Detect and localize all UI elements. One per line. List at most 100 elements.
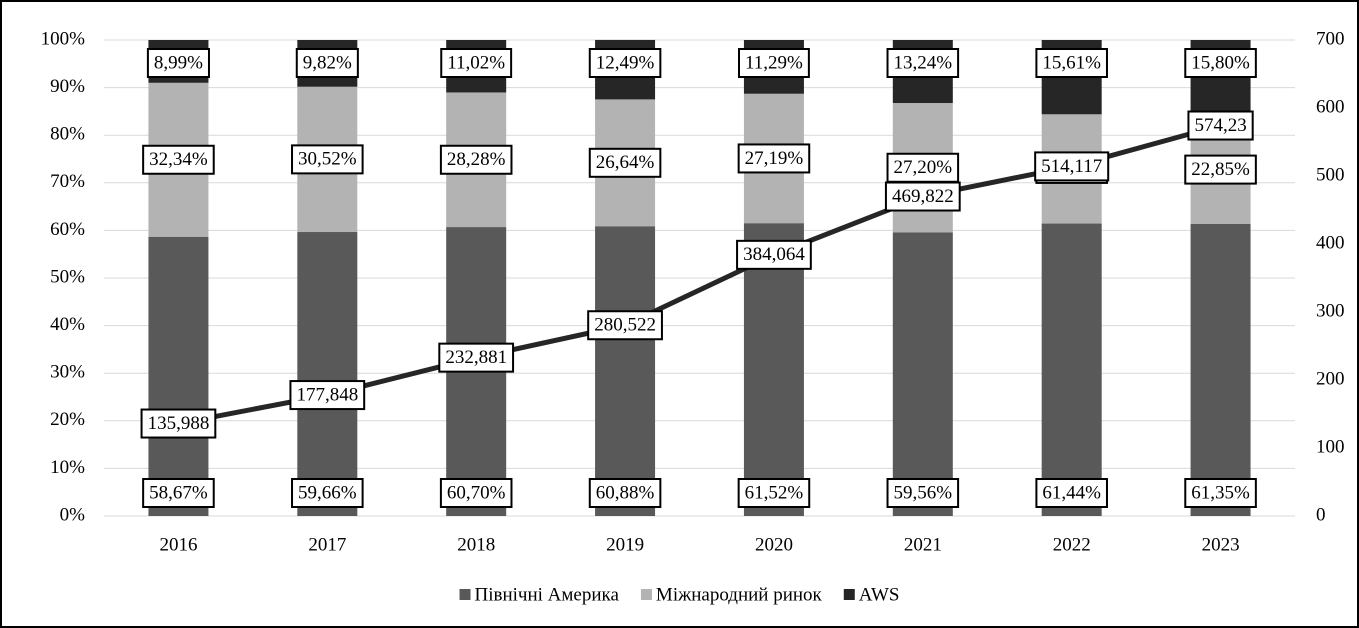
data-label: 232,881: [445, 347, 507, 368]
bar-segment: [595, 226, 656, 517]
y-tick-label: 100%: [41, 28, 86, 49]
y2-tick-label: 500: [1316, 164, 1345, 185]
bar-segment: [1190, 223, 1251, 516]
y-tick-label: 90%: [50, 76, 85, 97]
data-label: 58,67%: [149, 482, 208, 503]
data-label-box: [1034, 151, 1110, 182]
data-label-box: [440, 48, 513, 78]
y-tick-label: 40%: [50, 314, 85, 335]
data-label: 15,61%: [1042, 52, 1101, 73]
data-label: 61,52%: [745, 482, 804, 503]
data-label: 15,80%: [1191, 52, 1250, 73]
data-label-box: [588, 147, 662, 178]
data-label-box: [289, 380, 366, 411]
data-label-box: [588, 48, 662, 78]
data-label: 61,35%: [1191, 482, 1250, 503]
data-label: 11,02%: [447, 52, 505, 73]
data-label: 61,44%: [1042, 482, 1101, 503]
data-label: 8,99%: [154, 52, 203, 73]
data-label-box: [295, 48, 359, 78]
data-label-box: [142, 144, 215, 175]
data-label: 11,29%: [745, 52, 803, 73]
x-tick-label: 2016: [159, 534, 197, 555]
data-label: 177,848: [296, 384, 358, 405]
bar-segment: [297, 232, 358, 516]
data-label-box: [1187, 110, 1254, 141]
data-label-box: [737, 478, 811, 508]
data-label-box: [1184, 154, 1257, 185]
data-label-box: [588, 478, 662, 508]
data-label: 27,20%: [894, 157, 953, 178]
x-tick-label: 2022: [1053, 534, 1091, 555]
data-label: 27,19%: [745, 148, 804, 169]
data-label-box: [587, 310, 663, 341]
y2-tick-label: 100: [1316, 436, 1345, 457]
data-label: 30,52%: [298, 149, 357, 170]
data-label: 469,822: [892, 186, 954, 207]
y2-tick-label: 600: [1316, 96, 1345, 117]
y2-tick-label: 200: [1316, 368, 1345, 389]
data-label: 28,28%: [447, 149, 506, 170]
bar-segment: [892, 232, 953, 517]
y-tick-label: 80%: [50, 124, 85, 145]
legend-swatch: [459, 589, 471, 600]
legend-label: Міжнародний ринок: [656, 584, 823, 605]
data-label-box: [737, 143, 811, 174]
data-label: 13,24%: [894, 52, 953, 73]
x-tick-label: 2017: [308, 534, 346, 555]
legend-swatch: [640, 589, 652, 600]
data-label-box: [1184, 48, 1257, 78]
data-label: 135,988: [148, 413, 210, 434]
data-label: 514,117: [1041, 156, 1102, 177]
data-label-box: [736, 239, 812, 270]
bar-segment: [1041, 223, 1102, 516]
y-tick-label: 50%: [50, 266, 85, 287]
data-label-box: [886, 478, 960, 508]
data-label-box: [886, 152, 960, 183]
data-label: 384,064: [743, 244, 805, 265]
data-label: 60,70%: [447, 482, 506, 503]
data-label-box: [1035, 48, 1108, 78]
data-label-box: [738, 48, 810, 78]
y-tick-label: 70%: [50, 171, 85, 192]
data-label-box: [142, 478, 215, 508]
x-tick-label: 2020: [755, 534, 793, 555]
x-tick-label: 2021: [904, 534, 942, 555]
data-label-box: [140, 408, 217, 439]
data-label: 12,49%: [596, 52, 655, 73]
bar-segment: [743, 223, 804, 516]
data-label-box: [439, 478, 513, 508]
data-label-box: [438, 342, 515, 373]
data-label-box: [884, 181, 961, 212]
data-label-box: [291, 144, 364, 175]
data-label-box: [1184, 478, 1257, 508]
data-label-box: [886, 48, 960, 78]
y2-tick-label: 0: [1316, 504, 1326, 525]
data-label-box: [146, 48, 210, 78]
y-tick-label: 0%: [60, 504, 86, 525]
data-label: 32,34%: [149, 149, 208, 170]
data-label: 26,64%: [596, 152, 655, 173]
data-label: 59,56%: [894, 482, 953, 503]
legend-label: AWS: [859, 584, 900, 605]
data-label: 59,66%: [298, 482, 357, 503]
y-tick-label: 20%: [50, 409, 85, 430]
y2-tick-label: 300: [1316, 300, 1345, 321]
data-label: 280,522: [594, 315, 656, 336]
data-label-box: [291, 478, 364, 508]
data-label: 574,23: [1194, 115, 1246, 136]
y-tick-label: 10%: [50, 457, 85, 478]
bar-segment: [148, 236, 209, 516]
legend-swatch: [843, 589, 855, 600]
y2-tick-label: 700: [1316, 28, 1345, 49]
data-label-box: [439, 144, 513, 175]
x-tick-label: 2019: [606, 534, 644, 555]
y-tick-label: 60%: [50, 219, 85, 240]
data-label: 22,85%: [1191, 159, 1250, 180]
y-tick-label: 30%: [50, 362, 85, 383]
x-tick-label: 2023: [1202, 534, 1240, 555]
data-label: 60,88%: [596, 482, 655, 503]
legend-label: Північні Америка: [475, 584, 620, 605]
